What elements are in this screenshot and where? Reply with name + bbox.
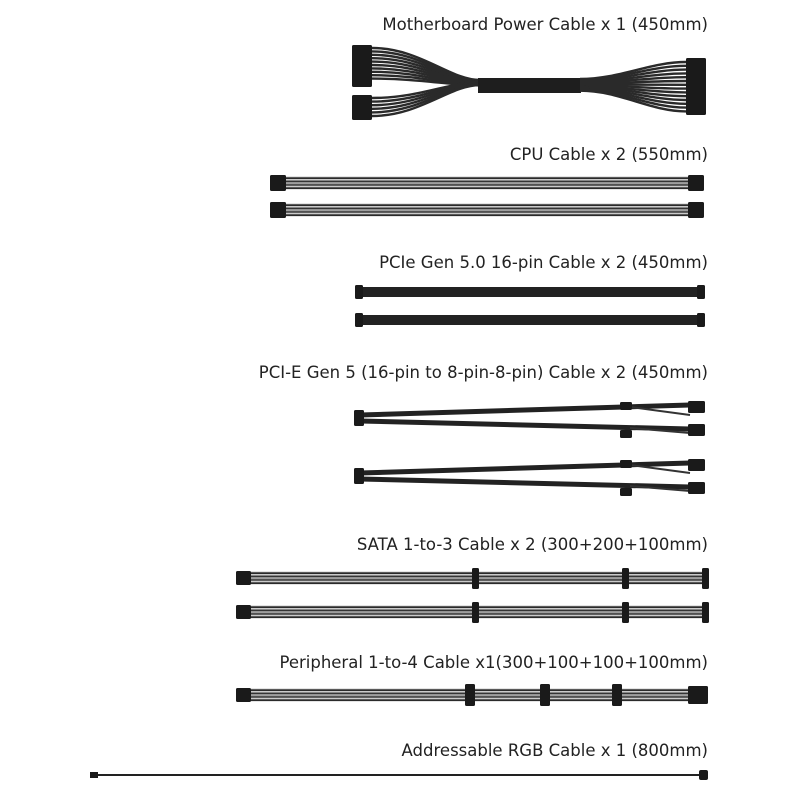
sata-connector (702, 602, 709, 623)
cable-sleeve (478, 78, 581, 93)
connector-6pin (688, 424, 705, 436)
connector-6pin (688, 459, 705, 471)
split-branch (629, 406, 691, 416)
connector-16pin (697, 285, 705, 299)
sata-connector (472, 602, 479, 623)
sata-psu-connector (236, 605, 251, 619)
connector-6pin (688, 401, 705, 413)
connector-24pin-right (686, 58, 706, 115)
connector-16pin (354, 410, 364, 426)
split-cable (359, 460, 691, 476)
sata-connector (622, 602, 629, 623)
label-pcie-16pin-cable: PCIe Gen 5.0 16-pin Cable x 2 (450mm) (379, 253, 708, 272)
connector-24pin-left (352, 45, 372, 87)
molex-connector (688, 686, 708, 704)
label-sata-cable: SATA 1-to-3 Cable x 2 (300+200+100mm) (356, 535, 708, 554)
split-branch (629, 464, 691, 474)
label-rgb-cable: Addressable RGB Cable x 1 (800mm) (401, 741, 708, 760)
rgb-connector (90, 772, 98, 778)
pcie-16pin-cable (360, 287, 700, 297)
label-peripheral-cable: Peripheral 1-to-4 Cable x1(300+100+100+1… (279, 653, 708, 672)
connector-2pin (620, 460, 632, 468)
connector-2pin (620, 402, 632, 410)
split-cable (359, 418, 691, 432)
cpu-connector (688, 175, 704, 191)
pcie-16pin-cable (360, 315, 700, 325)
wire (579, 89, 687, 113)
split-branch (629, 485, 691, 492)
connector-16pin (697, 313, 705, 327)
molex-psu-connector (236, 688, 251, 702)
cpu-connector (688, 202, 704, 218)
connector-2pin (620, 488, 632, 496)
connector-2pin (620, 430, 632, 438)
cpu-connector (270, 202, 286, 218)
sata-connector (622, 568, 629, 589)
label-cpu-cable: CPU Cable x 2 (550mm) (509, 145, 708, 164)
label-motherboard-cable: Motherboard Power Cable x 1 (450mm) (382, 15, 708, 34)
label-pcie-split-cable: PCI-E Gen 5 (16-pin to 8-pin-8-pin) Cabl… (258, 363, 708, 382)
split-cable (359, 402, 691, 418)
sata-connector (472, 568, 479, 589)
connector-16pin (354, 468, 364, 484)
molex-connector (612, 684, 622, 706)
rgb-connector (699, 770, 708, 780)
cpu-connector (270, 175, 286, 191)
connector-4pin-left (352, 95, 372, 120)
connector-6pin (688, 482, 705, 494)
connector-16pin (355, 313, 363, 327)
split-cable (359, 476, 691, 490)
molex-connector (465, 684, 475, 706)
split-branch (629, 427, 691, 434)
connector-16pin (355, 285, 363, 299)
sata-connector (702, 568, 709, 589)
molex-connector (540, 684, 550, 706)
sata-psu-connector (236, 571, 251, 585)
wire (371, 83, 481, 118)
